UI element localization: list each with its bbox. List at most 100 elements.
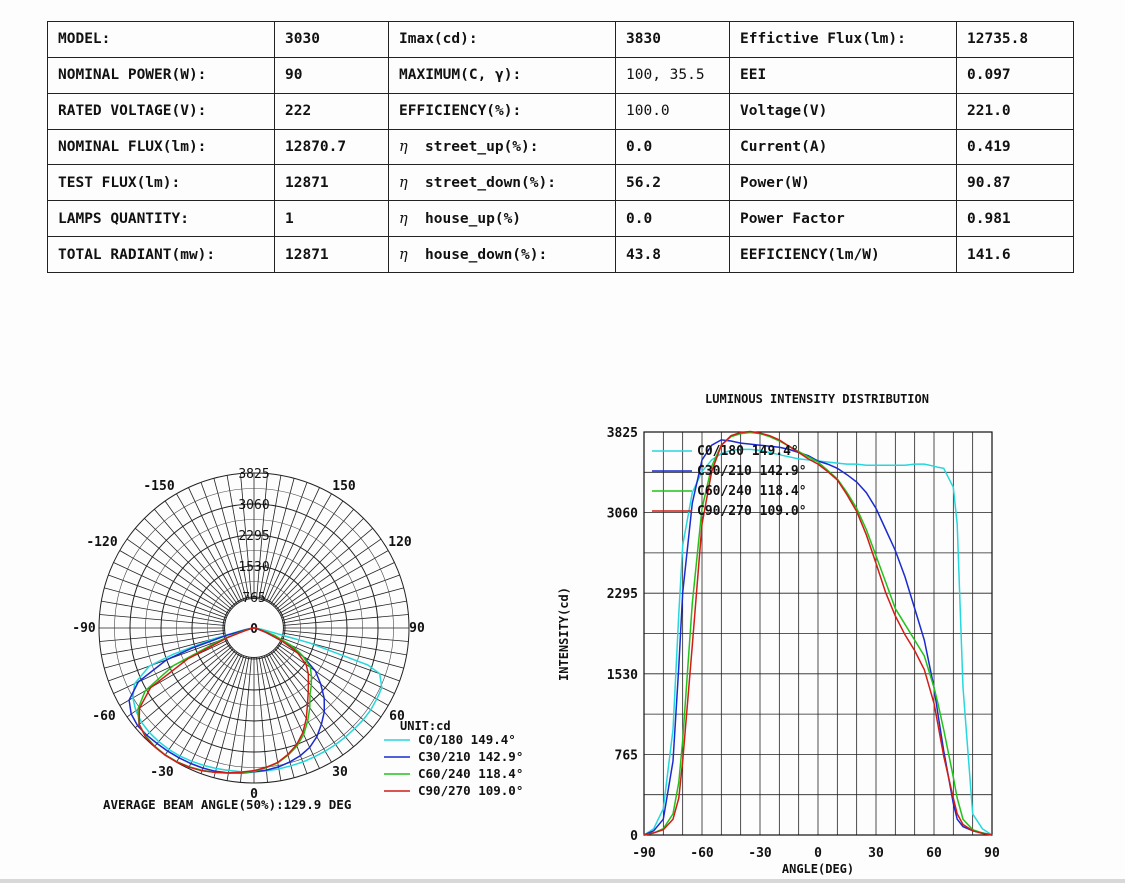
spec-value: 0.419 (956, 128, 1074, 166)
spec-label: RATED VOLTAGE(V): (47, 92, 275, 130)
polar-subring (176, 550, 332, 706)
polar-subring (207, 581, 301, 675)
polar-ring (98, 472, 410, 784)
beam-angle-label: AVERAGE BEAM ANGLE(50%):129.9 DEG (103, 797, 351, 812)
spec-value: 3830 (615, 21, 730, 58)
y-axis-label: INTENSITY(cd) (557, 587, 571, 681)
spec-label: LAMPS QUANTITY: (47, 200, 275, 238)
spec-label: η street_down(%): (388, 164, 616, 202)
series-line (643, 430, 993, 836)
spec-label: EFFICIENCY(%): (388, 92, 616, 130)
spec-label: NOMINAL POWER(W): (47, 56, 275, 94)
y-tick-label: 0 (630, 829, 638, 844)
polar-legend-label: C60/240 118.4° (418, 766, 523, 781)
spec-value: 100.0 (615, 92, 730, 130)
polar-subring (145, 519, 363, 737)
spec-label: MAXIMUM(C, γ): (388, 56, 616, 94)
spec-value: 0.981 (956, 200, 1074, 238)
eta-symbol: η (399, 246, 408, 263)
spec-value: 90 (274, 56, 389, 94)
spec-value: 141.6 (956, 236, 1074, 273)
intensity-chart: LUMINOUS INTENSITY DISTRIBUTION 0 765 1530 2… (557, 392, 1000, 876)
polar-angle-label: 150 (332, 479, 356, 494)
specs-table: MODEL: 3030 Imax(cd): 3830 Effictive Flux(lm… (47, 21, 1074, 273)
eta-symbol: η (399, 174, 408, 191)
polar-ring-label: 765 (242, 591, 265, 606)
polar-angle-label: -150 (143, 479, 174, 494)
polar-legend-label: C30/210 142.9° (418, 749, 523, 764)
polar-angle-label: -120 (86, 535, 117, 550)
series-line (643, 439, 993, 836)
spec-row: NOMINAL POWER(W): 90 MAXIMUM(C, γ): 100, 35… (47, 56, 1074, 94)
spec-row: LAMPS QUANTITY: 1 η house_up(%) 0.0 Power Fac… (47, 200, 1074, 238)
legend-label: C30/210 142.9° (697, 464, 807, 479)
y-tick-label: 2295 (607, 587, 638, 602)
spec-value: 12870.7 (274, 128, 389, 166)
spec-row: TOTAL RADIANT(mw): 12871 η house_down(%): 43… (47, 236, 1074, 273)
polar-ring (160, 534, 348, 722)
polar-subring (114, 488, 394, 768)
y-tick-label: 765 (615, 748, 638, 763)
x-tick-label: 60 (926, 846, 942, 861)
spec-label: Power(W) (729, 164, 957, 202)
spec-label: TOTAL RADIANT(mw): (47, 236, 275, 273)
spec-row: NOMINAL FLUX(lm): 12870.7 η street_up(%): 0.… (47, 128, 1074, 166)
spec-value: 0.097 (956, 56, 1074, 94)
polar-legend-label: C0/180 149.4° (418, 732, 516, 747)
polar-ring-label: 3825 (238, 467, 269, 482)
polar-ring (222, 596, 286, 660)
polar-angle-label: -90 (72, 621, 96, 636)
y-tick-label: 3825 (607, 426, 638, 441)
polar-ring-label: 1530 (238, 560, 269, 575)
x-tick-label: 90 (984, 846, 1000, 861)
spec-label: η street_up(%): (388, 128, 616, 166)
chart-title: LUMINOUS INTENSITY DISTRIBUTION (705, 392, 929, 406)
x-tick-label: 0 (814, 846, 822, 861)
spec-row: TEST FLUX(lm): 12871 η street_down(%): 56.2 P… (47, 164, 1074, 202)
polar-ring-label: 2295 (238, 529, 269, 544)
polar-unit-label: UNIT:cd (400, 719, 451, 733)
spec-value: 43.8 (615, 236, 730, 273)
polar-ring (129, 503, 379, 753)
x-tick-label: -90 (632, 846, 656, 861)
spec-value: 0.0 (615, 128, 730, 166)
spec-row: MODEL: 3030 Imax(cd): 3830 Effictive Flux(lm… (47, 21, 1074, 58)
series-line (643, 431, 993, 836)
spec-value: 12735.8 (956, 21, 1074, 58)
polar-center-label: 0 (250, 622, 258, 637)
x-tick-label: -60 (690, 846, 714, 861)
legend-label: C0/180 149.4° (697, 444, 799, 459)
spec-value: 0.0 (615, 200, 730, 238)
spec-value: 222 (274, 92, 389, 130)
polar-angle-label: 30 (332, 765, 348, 780)
polar-angle-label: 0 (250, 787, 258, 802)
spec-value: 3030 (274, 21, 389, 58)
spec-value: 100, 35.5 (615, 56, 730, 94)
eta-symbol: η (399, 210, 408, 227)
polar-angle-label: 90 (409, 621, 425, 636)
legend-label: C60/240 118.4° (697, 484, 807, 499)
spec-label: MODEL: (47, 21, 275, 58)
polar-legend-label: C90/270 109.0° (418, 783, 523, 798)
plot-frame (643, 431, 993, 836)
y-tick-label: 1530 (607, 668, 638, 683)
spec-value: 12871 (274, 164, 389, 202)
spec-label: EEFICIENCY(lm/W) (729, 236, 957, 273)
polar-ring (191, 565, 317, 691)
polar-angle-label: -60 (92, 709, 116, 724)
polar-angle-label: 120 (388, 535, 412, 550)
spec-label: Current(A) (729, 128, 957, 166)
spec-value: 12871 (274, 236, 389, 273)
polar-angle-label: -30 (150, 765, 174, 780)
polar-ring-label: 3060 (238, 498, 269, 513)
spec-row: RATED VOLTAGE(V): 222 EFFICIENCY(%): 100.0 V… (47, 92, 1074, 130)
x-axis-label: ANGLE(DEG) (782, 862, 854, 876)
window-bottom-edge (0, 879, 1125, 883)
spec-label: η house_down(%): (388, 236, 616, 273)
polar-angle-label: 60 (389, 709, 405, 724)
spec-label: Effictive Flux(lm): (729, 21, 957, 58)
spec-label: TEST FLUX(lm): (47, 164, 275, 202)
polar-series-curve (138, 627, 310, 774)
